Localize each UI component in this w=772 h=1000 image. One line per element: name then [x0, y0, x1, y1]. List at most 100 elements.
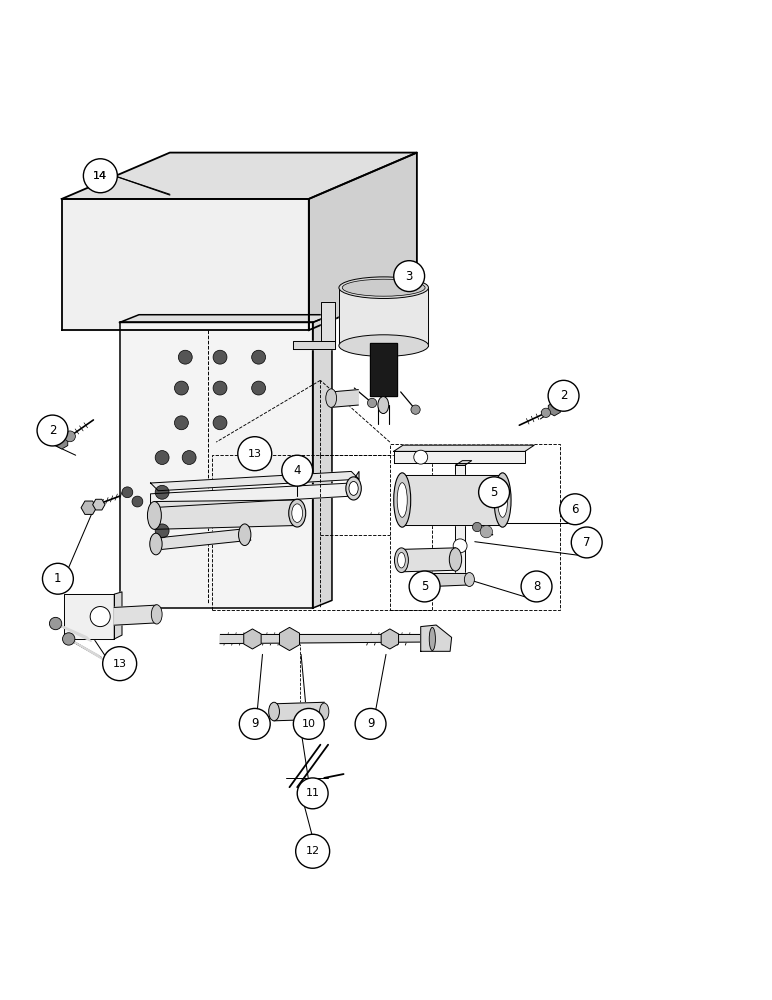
- Circle shape: [174, 381, 188, 395]
- Polygon shape: [293, 341, 335, 349]
- Circle shape: [65, 431, 76, 442]
- Text: 9: 9: [251, 717, 259, 730]
- Ellipse shape: [465, 573, 474, 586]
- Bar: [212, 455, 432, 610]
- Circle shape: [84, 160, 117, 192]
- Polygon shape: [321, 302, 335, 341]
- Circle shape: [548, 380, 579, 411]
- Polygon shape: [52, 621, 92, 641]
- Polygon shape: [220, 634, 421, 644]
- Circle shape: [394, 261, 425, 292]
- Ellipse shape: [429, 627, 435, 651]
- Polygon shape: [339, 288, 428, 346]
- Ellipse shape: [292, 504, 303, 522]
- Ellipse shape: [342, 279, 425, 296]
- Ellipse shape: [147, 502, 161, 529]
- Circle shape: [297, 778, 328, 809]
- Polygon shape: [114, 605, 157, 625]
- Ellipse shape: [346, 477, 361, 500]
- Text: 13: 13: [113, 659, 127, 669]
- Circle shape: [560, 494, 591, 525]
- Circle shape: [49, 617, 62, 630]
- Polygon shape: [401, 548, 455, 572]
- Polygon shape: [151, 483, 351, 508]
- Text: 13: 13: [248, 449, 262, 459]
- Circle shape: [293, 708, 324, 739]
- Text: 5: 5: [421, 580, 428, 593]
- Polygon shape: [421, 625, 452, 651]
- Polygon shape: [274, 702, 324, 721]
- Polygon shape: [432, 573, 469, 586]
- Circle shape: [414, 450, 428, 464]
- Circle shape: [37, 415, 68, 446]
- Circle shape: [132, 496, 143, 507]
- Polygon shape: [151, 471, 359, 491]
- Ellipse shape: [320, 703, 329, 720]
- Circle shape: [239, 708, 270, 739]
- Ellipse shape: [339, 277, 428, 299]
- Circle shape: [282, 455, 313, 486]
- Text: 14: 14: [93, 171, 107, 181]
- Circle shape: [480, 525, 493, 538]
- Ellipse shape: [349, 481, 358, 495]
- Text: 2: 2: [49, 424, 56, 437]
- Polygon shape: [370, 343, 397, 396]
- Polygon shape: [309, 153, 417, 330]
- Ellipse shape: [497, 483, 508, 517]
- Circle shape: [122, 487, 133, 498]
- Ellipse shape: [398, 552, 405, 568]
- Polygon shape: [455, 465, 465, 577]
- Circle shape: [155, 451, 169, 464]
- Text: 11: 11: [306, 788, 320, 798]
- Circle shape: [63, 633, 75, 645]
- Circle shape: [155, 524, 169, 538]
- Circle shape: [83, 159, 117, 193]
- Text: 1: 1: [54, 572, 62, 585]
- Ellipse shape: [269, 702, 279, 721]
- Circle shape: [103, 647, 137, 681]
- Circle shape: [453, 539, 467, 553]
- Circle shape: [409, 571, 440, 602]
- Polygon shape: [62, 199, 309, 330]
- Ellipse shape: [239, 524, 251, 546]
- Circle shape: [182, 451, 196, 464]
- Ellipse shape: [494, 473, 511, 527]
- Polygon shape: [62, 153, 417, 199]
- Ellipse shape: [339, 335, 428, 356]
- Ellipse shape: [150, 533, 162, 555]
- Text: 3: 3: [405, 270, 413, 283]
- Polygon shape: [120, 322, 313, 608]
- Circle shape: [213, 416, 227, 430]
- Text: 8: 8: [533, 580, 540, 593]
- Ellipse shape: [397, 483, 407, 517]
- Polygon shape: [120, 315, 332, 322]
- Polygon shape: [151, 529, 251, 549]
- Polygon shape: [154, 500, 297, 529]
- Polygon shape: [313, 315, 332, 608]
- Polygon shape: [351, 471, 359, 496]
- Circle shape: [238, 437, 272, 471]
- Circle shape: [90, 607, 110, 627]
- Polygon shape: [331, 390, 358, 407]
- Bar: [390, 444, 560, 610]
- Text: 2: 2: [560, 389, 567, 402]
- Circle shape: [411, 405, 420, 414]
- Circle shape: [213, 381, 227, 395]
- Polygon shape: [394, 451, 525, 463]
- Text: 4: 4: [293, 464, 301, 477]
- Polygon shape: [455, 461, 472, 465]
- Circle shape: [252, 381, 266, 395]
- Polygon shape: [64, 594, 114, 639]
- Text: 9: 9: [367, 717, 374, 730]
- Text: 12: 12: [306, 846, 320, 856]
- Ellipse shape: [151, 605, 162, 624]
- Polygon shape: [114, 592, 122, 639]
- Text: 14: 14: [93, 171, 107, 181]
- Circle shape: [178, 350, 192, 364]
- Circle shape: [155, 485, 169, 499]
- Text: 6: 6: [571, 503, 579, 516]
- Ellipse shape: [394, 548, 408, 573]
- Circle shape: [541, 408, 550, 417]
- Text: 5: 5: [490, 486, 498, 499]
- Ellipse shape: [394, 473, 411, 527]
